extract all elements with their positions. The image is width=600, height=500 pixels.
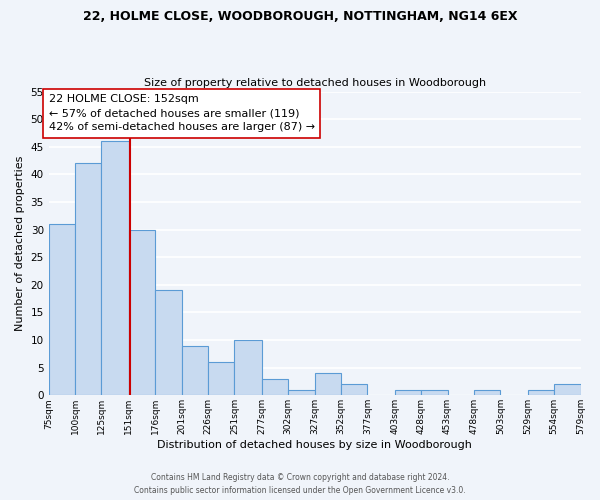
X-axis label: Distribution of detached houses by size in Woodborough: Distribution of detached houses by size … bbox=[157, 440, 472, 450]
Bar bbox=[421, 390, 448, 396]
Bar bbox=[288, 390, 314, 396]
Y-axis label: Number of detached properties: Number of detached properties bbox=[15, 156, 25, 331]
Bar bbox=[554, 384, 581, 396]
Text: 22 HOLME CLOSE: 152sqm
← 57% of detached houses are smaller (119)
42% of semi-de: 22 HOLME CLOSE: 152sqm ← 57% of detached… bbox=[49, 94, 315, 132]
Bar bbox=[182, 346, 208, 396]
Bar bbox=[528, 390, 554, 396]
Bar bbox=[129, 230, 155, 396]
Bar bbox=[155, 290, 182, 396]
Bar bbox=[75, 164, 101, 396]
Text: Contains HM Land Registry data © Crown copyright and database right 2024.
Contai: Contains HM Land Registry data © Crown c… bbox=[134, 474, 466, 495]
Bar bbox=[49, 224, 75, 396]
Text: 22, HOLME CLOSE, WOODBOROUGH, NOTTINGHAM, NG14 6EX: 22, HOLME CLOSE, WOODBOROUGH, NOTTINGHAM… bbox=[83, 10, 517, 23]
Bar bbox=[395, 390, 421, 396]
Bar bbox=[474, 390, 500, 396]
Bar bbox=[235, 340, 262, 396]
Bar bbox=[101, 142, 129, 396]
Bar bbox=[314, 373, 341, 396]
Bar bbox=[208, 362, 235, 396]
Bar bbox=[262, 378, 288, 396]
Title: Size of property relative to detached houses in Woodborough: Size of property relative to detached ho… bbox=[143, 78, 485, 88]
Bar bbox=[341, 384, 367, 396]
